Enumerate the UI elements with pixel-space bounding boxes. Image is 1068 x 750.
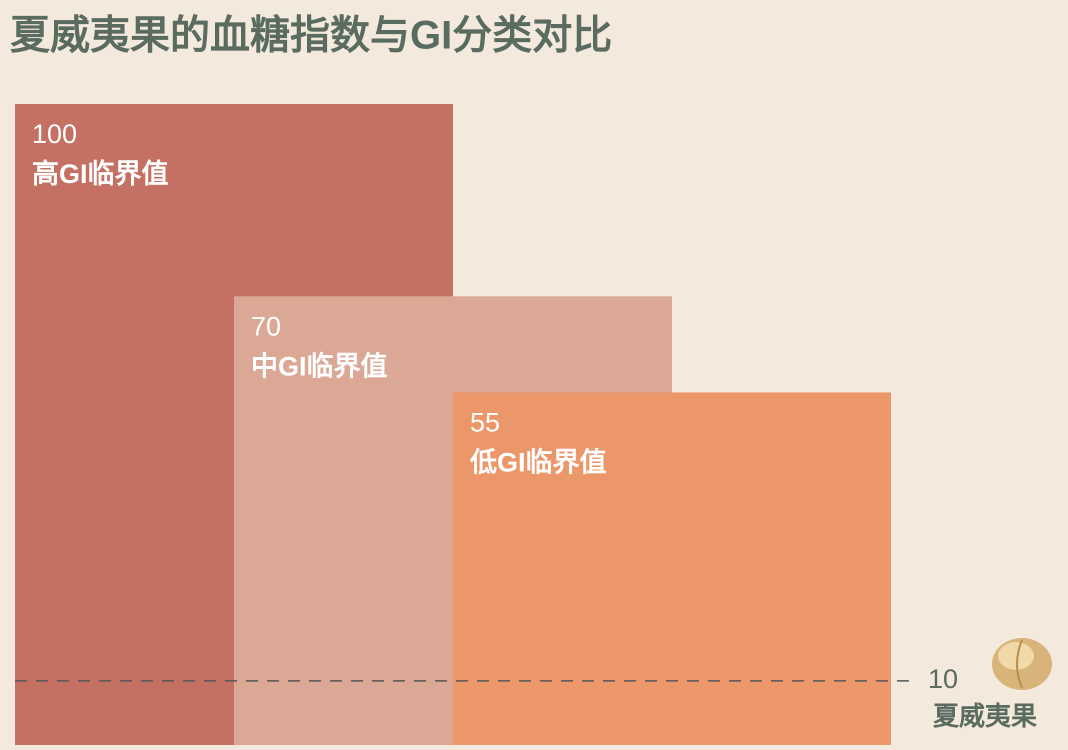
category-label: 高GI临界值 xyxy=(32,158,169,189)
value-label: 100 xyxy=(32,119,77,149)
bar xyxy=(453,392,891,745)
reference-value: 10 xyxy=(928,664,958,694)
value-label: 55 xyxy=(470,408,500,438)
value-label: 70 xyxy=(251,311,281,341)
category-label: 低GI临界值 xyxy=(469,447,607,478)
category-label: 中GI临界值 xyxy=(251,350,388,381)
nut-icon xyxy=(992,638,1052,690)
reference-name: 夏威夷果 xyxy=(933,701,1037,731)
chart-title: 夏威夷果的血糖指数与GI分类对比 xyxy=(10,14,612,58)
